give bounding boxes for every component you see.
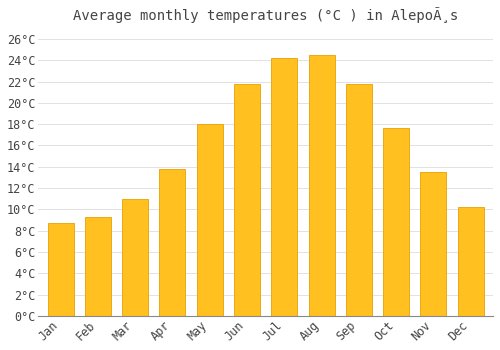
Bar <box>48 223 74 316</box>
Bar <box>234 84 260 316</box>
Bar <box>420 172 446 316</box>
Bar <box>458 207 483 316</box>
Bar <box>346 84 372 316</box>
Bar <box>122 199 148 316</box>
Bar <box>271 58 297 316</box>
Bar <box>160 169 186 316</box>
Bar <box>383 128 409 316</box>
Bar <box>85 217 111 316</box>
Bar <box>308 55 334 316</box>
Title: Average monthly temperatures (°C ) in AlepoÃ¸s: Average monthly temperatures (°C ) in Al… <box>73 7 458 23</box>
Bar <box>196 124 223 316</box>
